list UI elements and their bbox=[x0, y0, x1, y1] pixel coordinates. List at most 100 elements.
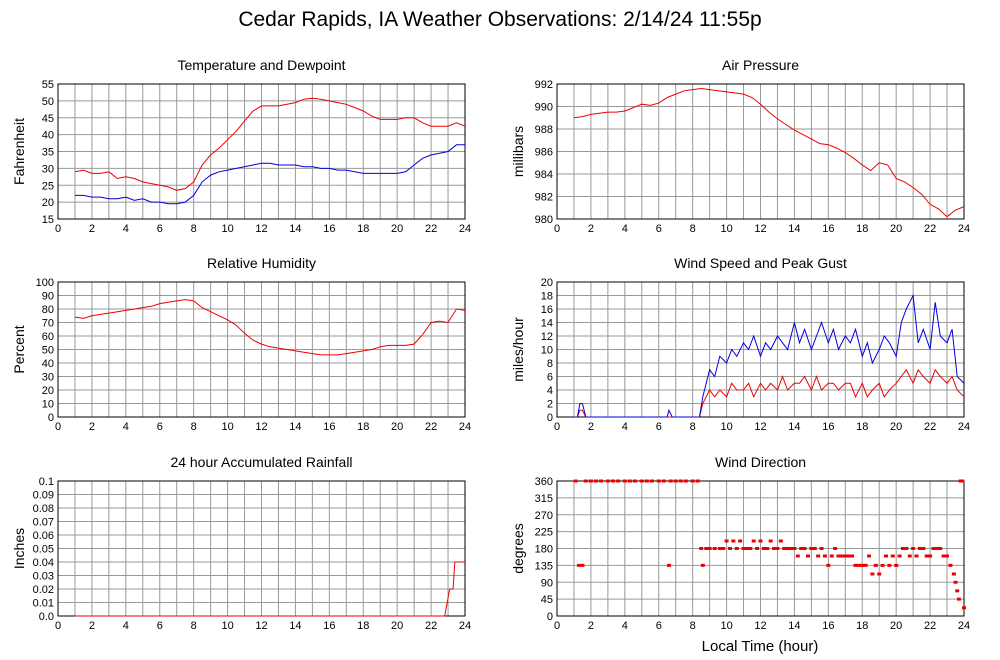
chart-wind-speed-gust: Wind Speed and Peak Gustmiles/hour024681… bbox=[510, 255, 970, 433]
series-line bbox=[75, 144, 465, 205]
data-point bbox=[833, 547, 838, 550]
y-tick-label: 225 bbox=[535, 527, 553, 539]
y-tick-label: 25 bbox=[42, 180, 54, 192]
y-tick-label: 90 bbox=[42, 291, 54, 303]
x-tick-label: 6 bbox=[656, 620, 662, 632]
x-tick-label: 22 bbox=[425, 421, 437, 433]
y-tick-label: 0.04 bbox=[33, 557, 54, 569]
y-tick-label: 980 bbox=[535, 214, 553, 226]
y-tick-label: 60 bbox=[42, 331, 54, 343]
y-axis-label: degrees bbox=[510, 523, 526, 574]
y-tick-label: 992 bbox=[535, 79, 553, 91]
series-line bbox=[74, 299, 466, 356]
x-tick-label: 16 bbox=[822, 223, 834, 235]
x-tick-label: 14 bbox=[289, 620, 301, 632]
y-tick-label: 20 bbox=[42, 385, 54, 397]
x-tick-label: 20 bbox=[391, 421, 403, 433]
x-tick-label: 18 bbox=[357, 620, 369, 632]
y-axis-label: Percent bbox=[11, 325, 27, 373]
data-point bbox=[843, 554, 848, 558]
data-point bbox=[633, 479, 638, 483]
chart-title: Temperature and Dewpoint bbox=[177, 57, 345, 73]
data-point bbox=[853, 563, 858, 567]
x-tick-label: 20 bbox=[890, 421, 902, 433]
data-point bbox=[761, 547, 766, 550]
data-point bbox=[819, 547, 824, 550]
y-tick-label: 40 bbox=[42, 358, 54, 370]
data-point bbox=[699, 547, 704, 550]
data-point bbox=[731, 539, 736, 543]
data-point bbox=[867, 554, 872, 558]
series-line bbox=[573, 87, 965, 218]
data-point bbox=[768, 539, 773, 543]
y-axis-label: Inches bbox=[11, 528, 27, 569]
data-point bbox=[914, 554, 919, 558]
data-point bbox=[829, 554, 834, 558]
data-point bbox=[758, 539, 763, 543]
data-point bbox=[863, 563, 868, 567]
data-point bbox=[826, 563, 831, 567]
y-tick-label: 40 bbox=[42, 130, 54, 142]
series-line bbox=[574, 293, 965, 418]
x-tick-label: 6 bbox=[656, 421, 662, 433]
data-point bbox=[649, 479, 654, 483]
data-point bbox=[934, 547, 939, 550]
chart-title: Wind Speed and Peak Gust bbox=[674, 255, 847, 271]
data-point bbox=[690, 479, 695, 483]
x-tick-label: 8 bbox=[690, 421, 696, 433]
data-point bbox=[941, 554, 946, 558]
x-tick-label: 8 bbox=[690, 620, 696, 632]
x-tick-label: 0 bbox=[554, 421, 560, 433]
x-tick-label: 12 bbox=[255, 223, 267, 235]
data-point bbox=[904, 547, 909, 550]
data-point bbox=[921, 547, 926, 550]
x-tick-label: 18 bbox=[357, 421, 369, 433]
chart-relative-humidity: Relative HumidityPercent0102030405060708… bbox=[11, 255, 471, 433]
y-axis-label: Fahrenheit bbox=[11, 118, 27, 185]
data-point bbox=[948, 563, 953, 567]
data-point bbox=[734, 547, 739, 550]
y-tick-label: 50 bbox=[42, 345, 54, 357]
x-tick-label: 10 bbox=[720, 620, 732, 632]
y-tick-label: 0.02 bbox=[33, 584, 54, 596]
x-tick-label: 2 bbox=[588, 421, 594, 433]
series-line bbox=[75, 561, 465, 617]
y-tick-label: 50 bbox=[42, 96, 54, 108]
y-tick-label: 180 bbox=[535, 544, 553, 556]
x-tick-label: 0 bbox=[55, 620, 61, 632]
x-tick-label: 24 bbox=[958, 620, 970, 632]
data-point bbox=[666, 563, 671, 567]
data-point bbox=[953, 580, 958, 584]
data-point bbox=[962, 606, 966, 610]
data-point bbox=[900, 547, 905, 550]
y-tick-label: 0.05 bbox=[33, 544, 54, 556]
x-tick-label: 12 bbox=[255, 620, 267, 632]
x-tick-label: 10 bbox=[720, 421, 732, 433]
x-tick-label: 16 bbox=[323, 421, 335, 433]
data-point bbox=[951, 572, 956, 576]
data-point bbox=[751, 539, 756, 543]
y-tick-label: 10 bbox=[42, 399, 54, 411]
data-point bbox=[755, 547, 760, 550]
data-point bbox=[846, 554, 851, 558]
y-tick-label: 20 bbox=[42, 197, 54, 209]
x-tick-label: 2 bbox=[89, 223, 95, 235]
chart-air-pressure: Air Pressure millibars 980 982 984 986 988 990 9… bbox=[510, 57, 970, 235]
data-point bbox=[822, 554, 827, 558]
x-axis-label: Local Time (hour) bbox=[702, 638, 819, 655]
y-tick-label: 20 bbox=[541, 277, 553, 289]
y-tick-label: 0.09 bbox=[33, 490, 54, 502]
data-point bbox=[738, 539, 743, 543]
data-point bbox=[577, 563, 582, 567]
x-tick-label: 24 bbox=[459, 223, 471, 235]
data-point bbox=[778, 539, 783, 543]
y-tick-label: 0.08 bbox=[33, 503, 54, 515]
data-point bbox=[700, 563, 705, 567]
data-point bbox=[765, 547, 770, 550]
data-point bbox=[799, 547, 804, 550]
data-point bbox=[678, 479, 683, 483]
x-tick-label: 18 bbox=[357, 223, 369, 235]
x-tick-label: 14 bbox=[788, 421, 800, 433]
data-point bbox=[956, 597, 961, 601]
